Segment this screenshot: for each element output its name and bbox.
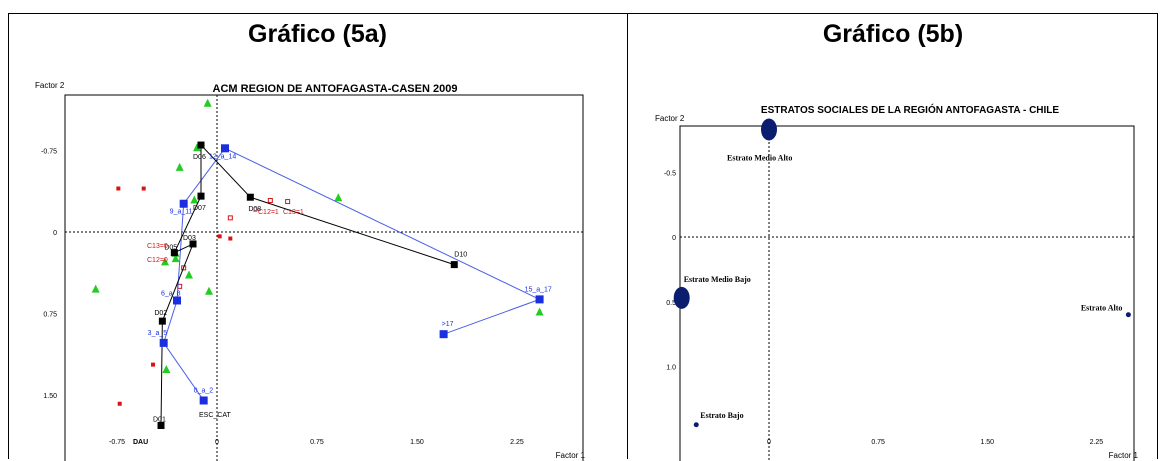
- green-triangle-marker: [535, 307, 544, 316]
- x-axis-label: Factor 1: [1109, 451, 1139, 460]
- green-triangle-marker: [334, 193, 343, 202]
- panel-divider: [627, 13, 628, 459]
- green-triangle-marker: [175, 162, 184, 171]
- x-tick-label: 0.75: [871, 439, 885, 446]
- red-label: C13=1: [283, 209, 304, 216]
- schooling-label: 9_a_11: [170, 209, 193, 216]
- red-square-marker: [228, 236, 233, 241]
- y-axis-label: Factor 2: [655, 114, 685, 123]
- y-tick-label: 0: [672, 235, 676, 242]
- chart-title: ACM REGION DE ANTOFAGASTA-CASEN 2009: [213, 83, 458, 95]
- red-label: C13=0: [147, 243, 168, 250]
- red-square-marker: [117, 401, 122, 406]
- estrato-marker: [1125, 312, 1131, 318]
- y-tick-label: 0: [53, 230, 57, 237]
- x-tick-label: 0.75: [310, 439, 324, 446]
- y-tick-label: 1.50: [43, 393, 57, 400]
- decile-label: D02: [154, 310, 167, 317]
- schooling-marker: [159, 338, 168, 347]
- figure-frame: [8, 13, 1158, 459]
- decile-label: D10: [454, 252, 467, 259]
- schooling-label: 3_a_5: [148, 330, 168, 337]
- schooling-label: 6_a_8: [161, 290, 181, 297]
- green-triangle-marker: [185, 270, 194, 279]
- estrato-label: Estrato Medio Alto: [727, 154, 792, 163]
- decile-label: D08: [248, 206, 261, 213]
- red-label: C12=1: [258, 209, 279, 216]
- decile-marker: [197, 141, 205, 149]
- schooling-label: >17: [442, 321, 454, 328]
- decile-label: D01: [153, 416, 166, 423]
- marker-legend-dau: DAU: [133, 439, 148, 446]
- decile-label: D07: [193, 205, 206, 212]
- schooling-marker: [220, 144, 229, 153]
- schooling-marker: [535, 295, 544, 304]
- y-tick-label: 0.75: [43, 312, 57, 319]
- decile-marker: [170, 249, 178, 257]
- green-triangle-marker: [203, 98, 212, 107]
- green-triangle-marker: [171, 254, 180, 263]
- estrato-marker: [693, 422, 699, 428]
- x-axis-label: Factor 1: [556, 451, 586, 460]
- decile-label: D06: [193, 154, 206, 161]
- red-square-marker: [141, 186, 146, 191]
- chart-title: ESTRATOS SOCIALES DE LA REGIÓN ANTOFAGAS…: [761, 103, 1059, 116]
- red-square-marker: [116, 186, 121, 191]
- green-triangle-marker: [161, 257, 170, 266]
- y-tick-label: -0.5: [664, 170, 676, 177]
- green-triangle-marker: [190, 195, 199, 204]
- estrato-marker: [673, 286, 690, 309]
- schooling-marker: [173, 296, 182, 305]
- estrato-marker: [761, 118, 777, 141]
- schooling-marker: [439, 330, 448, 339]
- green-triangle-marker: [91, 284, 100, 293]
- red-hollow-marker: [181, 265, 187, 271]
- y-tick-label: 1.0: [666, 365, 676, 372]
- estrato-label: Estrato Medio Bajo: [684, 275, 751, 284]
- decile-marker: [158, 317, 166, 325]
- decile-label: D05: [164, 245, 177, 252]
- schooling-label: 0_a_2: [194, 387, 214, 394]
- y-tick-label: -0.75: [41, 148, 57, 155]
- plot-frame: [64, 94, 584, 461]
- x-tick-label: 2.25: [510, 439, 524, 446]
- right-panel-header: Gráfico (5b): [822, 20, 964, 48]
- y-tick-label: 0.5: [666, 300, 676, 307]
- red-hollow-marker: [227, 215, 233, 221]
- green-triangle-marker: [205, 286, 214, 295]
- decile-marker: [157, 421, 165, 429]
- red-square-marker: [151, 362, 156, 367]
- schooling-label: 15_a_17: [525, 286, 552, 293]
- estrato-label: Estrato Alto: [1081, 304, 1123, 313]
- decile-marker: [246, 193, 254, 201]
- decile-marker: [197, 192, 205, 200]
- decile-marker: [450, 261, 458, 269]
- red-square-marker: [217, 234, 222, 239]
- red-hollow-marker: [285, 199, 291, 205]
- plot-frame: [679, 125, 1135, 461]
- schooling-label: 12_a_14: [209, 153, 236, 160]
- green-triangle-marker: [193, 143, 202, 152]
- y-axis-label: Factor 2: [35, 81, 65, 90]
- x-tick-label: 2.25: [1090, 439, 1104, 446]
- green-triangle-marker: [162, 365, 171, 374]
- x-tick-label: 0: [215, 439, 219, 446]
- x-tick-label: 1.50: [980, 439, 994, 446]
- red-label: D: [253, 207, 258, 214]
- acm-chart: ACM REGION DE ANTOFAGASTA-CASEN 2009 Fact…: [35, 81, 586, 461]
- x-tick-label: -0.75: [109, 439, 125, 446]
- x-tick-label: 1.50: [410, 439, 424, 446]
- red-label: C12=0: [147, 257, 168, 264]
- decile-marker: [189, 240, 197, 248]
- decile-label: D03: [183, 235, 196, 242]
- left-panel-header: Gráfico (5a): [248, 20, 387, 48]
- estrato-label: Estrato Bajo: [700, 411, 743, 420]
- marker-legend-esc: ESC_CAT: [199, 412, 231, 419]
- x-tick-label: 0: [767, 439, 771, 446]
- schooling-marker: [199, 396, 208, 405]
- schooling-marker: [179, 199, 188, 208]
- decile-path: [160, 143, 455, 426]
- red-hollow-marker: [267, 197, 273, 203]
